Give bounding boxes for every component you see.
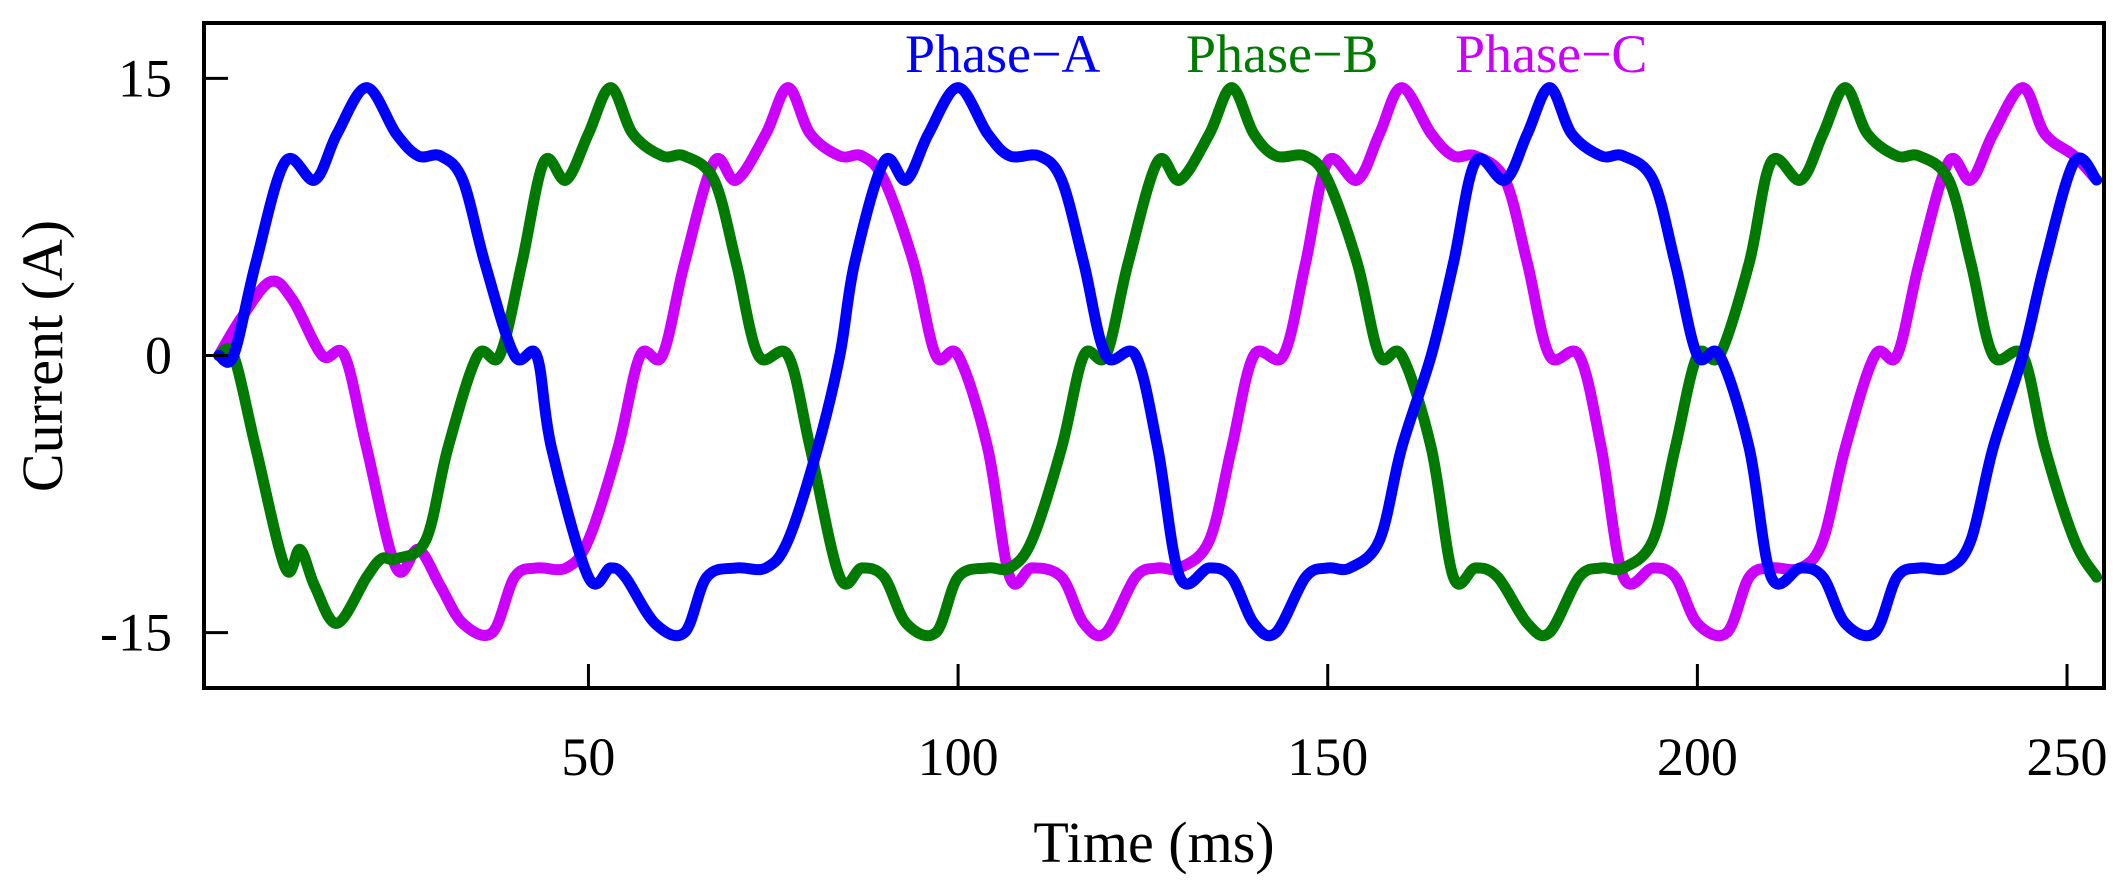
series-line-phase-a (213, 82, 2103, 642)
y-axis-title: Current (A) (10, 220, 75, 492)
x-tick-label: 100 (918, 727, 999, 787)
x-tick-label: 50 (561, 727, 615, 787)
x-axis-title: Time (ms) (1033, 810, 1274, 875)
legend-label-a: Phase−A (905, 24, 1100, 84)
series-line-phase-c (213, 82, 2103, 642)
y-tick-label: 15 (118, 48, 172, 108)
legend: Phase−A Phase−B Phase−C (905, 24, 1647, 84)
x-tick-label: 250 (2027, 727, 2108, 787)
legend-label-b: Phase−B (1186, 24, 1378, 84)
x-tick-label: 150 (1287, 727, 1368, 787)
legend-label-c: Phase−C (1455, 24, 1647, 84)
y-tick-label: 0 (145, 326, 172, 386)
y-tick-label: -15 (100, 603, 172, 663)
x-tick-label: 200 (1657, 727, 1738, 787)
series-line-phase-b (213, 82, 2103, 642)
series-layer (213, 82, 2103, 642)
